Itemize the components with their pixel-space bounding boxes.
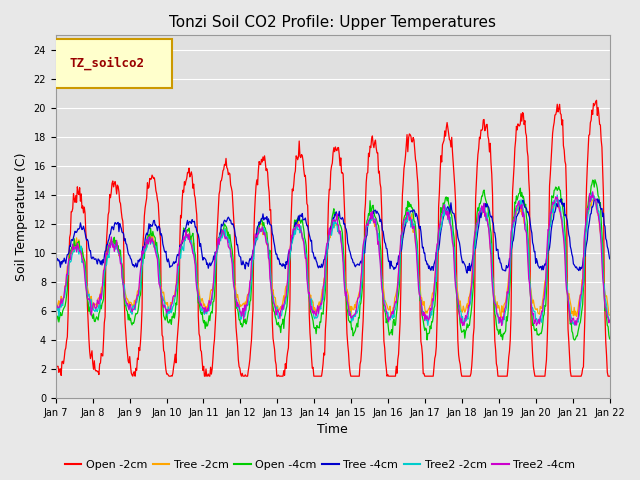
X-axis label: Time: Time: [317, 423, 348, 436]
FancyBboxPatch shape: [53, 39, 172, 88]
Text: TZ_soilco2: TZ_soilco2: [70, 57, 145, 70]
Title: Tonzi Soil CO2 Profile: Upper Temperatures: Tonzi Soil CO2 Profile: Upper Temperatur…: [169, 15, 496, 30]
Y-axis label: Soil Temperature (C): Soil Temperature (C): [15, 152, 28, 281]
Legend: Open -2cm, Tree -2cm, Open -4cm, Tree -4cm, Tree2 -2cm, Tree2 -4cm: Open -2cm, Tree -2cm, Open -4cm, Tree -4…: [60, 456, 580, 474]
